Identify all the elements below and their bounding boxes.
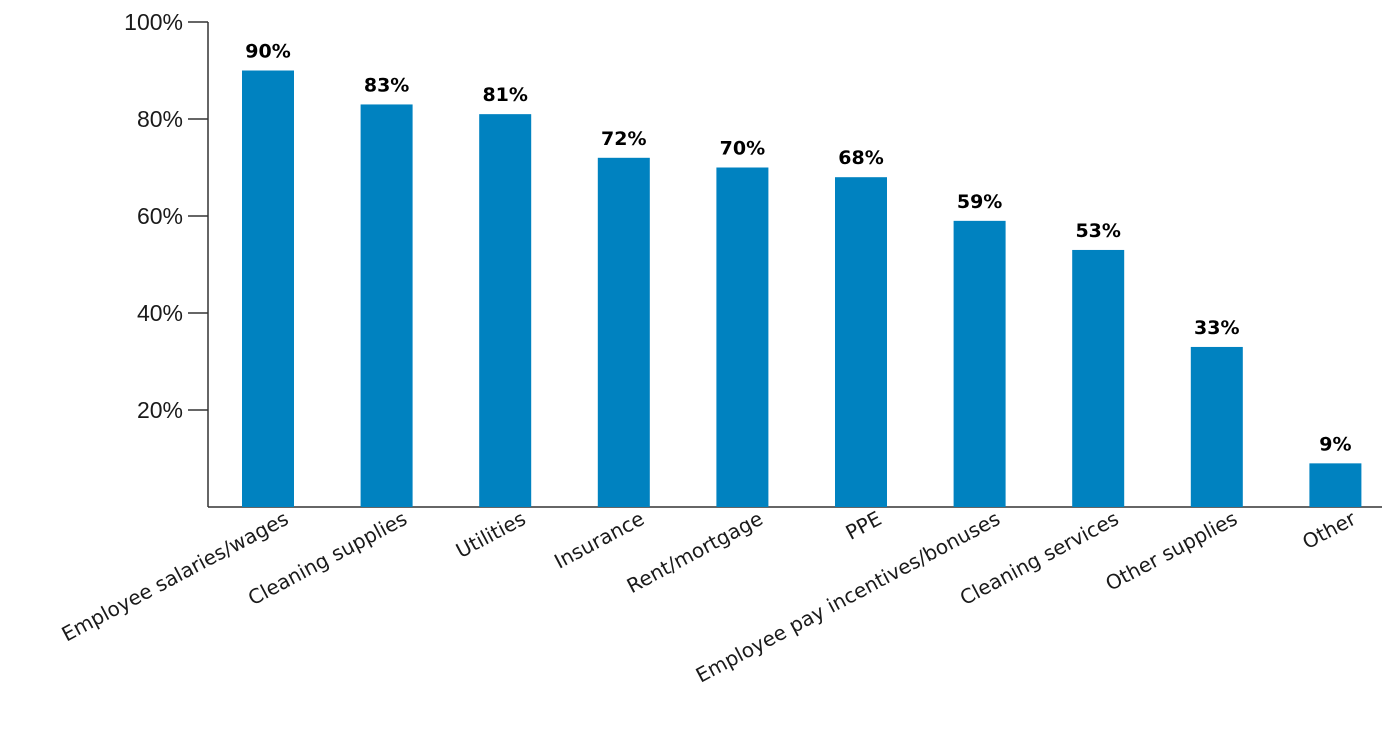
bar xyxy=(1309,463,1362,507)
data-label: 81% xyxy=(482,84,527,106)
data-labels: 90% 83% 81% 72% 70% 68% 59% 53% 33% 9% xyxy=(245,41,1351,456)
data-label: 83% xyxy=(364,74,409,96)
data-label: 9% xyxy=(1319,433,1351,455)
bar xyxy=(953,220,1006,507)
category-label: Other xyxy=(1298,506,1360,554)
bar xyxy=(479,114,532,508)
y-tick-label: 60% xyxy=(137,203,183,229)
category-label: Other supplies xyxy=(1101,506,1241,595)
category-label: Insurance xyxy=(550,506,648,573)
data-label: 90% xyxy=(245,41,290,63)
y-axis: 20% 40% 60% 80% 100% xyxy=(124,9,209,507)
bar xyxy=(597,157,650,508)
category-label: PPE xyxy=(842,506,886,544)
bars xyxy=(242,70,1362,508)
bar xyxy=(1072,249,1125,507)
bar xyxy=(242,70,294,507)
category-label: Employee salaries/wages xyxy=(58,506,293,646)
bar xyxy=(835,177,887,507)
data-label: 72% xyxy=(601,128,646,150)
data-label: 59% xyxy=(957,191,1002,213)
y-tick-label: 20% xyxy=(137,397,183,423)
y-tick-label: 80% xyxy=(137,106,183,132)
category-label: Utilities xyxy=(452,506,530,563)
data-label: 33% xyxy=(1194,317,1239,339)
category-label: Rent/mortgage xyxy=(623,506,767,598)
data-label: 70% xyxy=(720,138,765,160)
bar xyxy=(360,104,413,507)
bar xyxy=(1190,346,1243,507)
bar xyxy=(716,167,769,507)
y-tick-label: 40% xyxy=(137,300,183,326)
y-tick-label: 100% xyxy=(124,9,183,35)
data-label: 53% xyxy=(1075,220,1120,242)
data-label: 68% xyxy=(838,147,883,169)
